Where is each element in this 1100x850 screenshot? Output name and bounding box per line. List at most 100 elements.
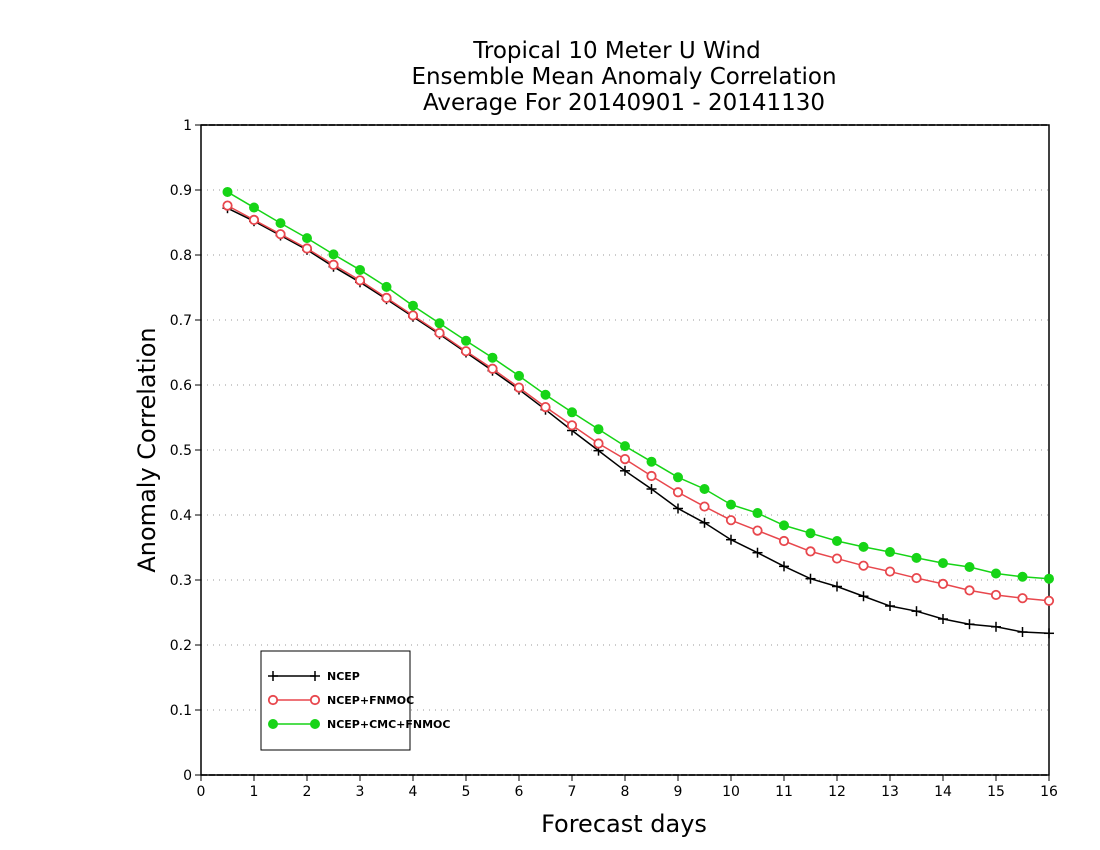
series-0-point-16 bbox=[646, 484, 657, 494]
y-tick-label-0: 0 bbox=[183, 768, 192, 784]
legend: NCEP NCEP+FNMOC NCEP+CMC+FNMOC bbox=[260, 650, 450, 751]
series-1-point-27 bbox=[937, 578, 949, 590]
series-1-point-18 bbox=[699, 501, 710, 512]
series-1-point-29 bbox=[990, 589, 1002, 601]
y-axis-label: Anomaly Correlation bbox=[133, 327, 161, 572]
series-1-point-7 bbox=[407, 310, 419, 321]
series-2-point-11 bbox=[514, 370, 524, 381]
legend-label-0: NCEP bbox=[327, 670, 360, 683]
series-0-point-19 bbox=[726, 534, 736, 545]
legend-items: NCEP NCEP+FNMOC NCEP+CMC+FNMOC bbox=[267, 670, 450, 731]
x-axis-label: Forecast days bbox=[541, 810, 707, 838]
series-0-point-30 bbox=[1017, 627, 1028, 637]
series-2 bbox=[222, 186, 1054, 584]
series-0 bbox=[222, 203, 1054, 639]
series-2-point-1 bbox=[249, 202, 259, 213]
series-1-point-5 bbox=[354, 275, 366, 286]
series-1-point-22 bbox=[805, 546, 816, 557]
x-tick-label-2: 2 bbox=[303, 784, 312, 800]
y-tick-label-5: 0.5 bbox=[170, 443, 192, 459]
series-0-point-29 bbox=[991, 621, 1001, 632]
series-0-point-24 bbox=[858, 591, 869, 602]
series-1-point-9 bbox=[460, 346, 472, 357]
x-tick-label-16: 16 bbox=[1040, 784, 1058, 800]
series-1-point-2 bbox=[275, 229, 286, 240]
series-0-point-20 bbox=[752, 547, 763, 558]
series-1-point-4 bbox=[328, 259, 339, 270]
series-1 bbox=[222, 200, 1055, 606]
series-2-point-20 bbox=[752, 508, 763, 519]
series-2-point-18 bbox=[699, 484, 710, 494]
series-0-point-26 bbox=[911, 606, 922, 617]
series-2-point-25 bbox=[885, 547, 895, 558]
x-tick-label-7: 7 bbox=[568, 784, 577, 800]
x-tick-label-12: 12 bbox=[828, 784, 846, 800]
series-2-point-21 bbox=[779, 520, 789, 531]
series-2-point-24 bbox=[858, 541, 869, 552]
series-2-point-9 bbox=[461, 335, 471, 346]
series-0-point-31 bbox=[1044, 628, 1054, 639]
y-tick-label-1: 0.1 bbox=[170, 703, 192, 719]
series-2-point-8 bbox=[434, 318, 445, 329]
series-0-point-21 bbox=[779, 561, 789, 572]
legend-item-1: NCEP+FNMOC bbox=[267, 694, 414, 707]
legend-marker-right-2 bbox=[310, 719, 320, 729]
series-0-point-18 bbox=[699, 517, 710, 528]
series-2-point-6 bbox=[381, 281, 392, 292]
series-1-point-3 bbox=[301, 243, 313, 254]
series-0-point-23 bbox=[832, 581, 842, 592]
series-2-point-19 bbox=[726, 499, 736, 510]
legend-marker-right-0 bbox=[310, 671, 320, 681]
x-tick-label-10: 10 bbox=[722, 784, 740, 800]
series-2-point-28 bbox=[964, 562, 975, 572]
series-2-point-13 bbox=[567, 407, 577, 418]
legend-label-2: NCEP+CMC+FNMOC bbox=[327, 718, 450, 731]
series-2-point-17 bbox=[673, 472, 683, 483]
series-2-point-26 bbox=[911, 552, 922, 563]
series-0-point-28 bbox=[964, 619, 975, 630]
series-1-point-8 bbox=[434, 327, 445, 339]
series-1-point-14 bbox=[593, 438, 604, 449]
series-line-2 bbox=[227, 191, 1050, 580]
series-0-point-27 bbox=[938, 614, 948, 624]
legend-item-2: NCEP+CMC+FNMOC bbox=[268, 718, 450, 731]
legend-marker-left-2 bbox=[268, 719, 278, 729]
series-1-point-11 bbox=[513, 382, 525, 393]
x-tick-label-9: 9 bbox=[674, 784, 683, 800]
series-1-point-28 bbox=[964, 585, 975, 596]
x-tick-label-0: 0 bbox=[197, 784, 206, 800]
series-0-point-15 bbox=[620, 465, 630, 476]
series-2-point-23 bbox=[832, 536, 842, 546]
series-1-point-10 bbox=[487, 363, 498, 374]
x-tick-label-8: 8 bbox=[621, 784, 630, 800]
series-line-0 bbox=[227, 207, 1050, 635]
series-2-point-12 bbox=[540, 389, 551, 400]
series-1-point-16 bbox=[646, 470, 657, 482]
series-1-point-20 bbox=[752, 525, 763, 536]
series-1-point-31 bbox=[1043, 595, 1055, 606]
series-1-point-30 bbox=[1017, 593, 1028, 604]
legend-item-0: NCEP bbox=[268, 670, 360, 683]
x-tick-label-15: 15 bbox=[987, 784, 1005, 800]
x-tick-label-1: 1 bbox=[250, 784, 259, 800]
x-tick-label-11: 11 bbox=[775, 784, 793, 800]
series-2-point-15 bbox=[620, 441, 630, 452]
series-1-point-17 bbox=[672, 487, 684, 498]
axis-ticks: 00.10.20.30.40.50.60.70.80.910 1 2 3 4 5 6 7 8 9 1… bbox=[170, 118, 1058, 800]
series-2-point-3 bbox=[302, 233, 312, 244]
y-tick-label-7: 0.7 bbox=[170, 313, 192, 329]
x-tick-label-5: 5 bbox=[462, 784, 471, 800]
x-tick-label-6: 6 bbox=[515, 784, 524, 800]
series-2-point-27 bbox=[938, 558, 948, 569]
series-1-point-1 bbox=[248, 214, 260, 225]
series-1-point-13 bbox=[566, 420, 578, 431]
series-1-point-21 bbox=[778, 535, 790, 547]
series-0-point-25 bbox=[885, 601, 895, 611]
chart-subtitle-1: Ensemble Mean Anomaly Correlation bbox=[411, 64, 836, 90]
x-tick-label-4: 4 bbox=[409, 784, 418, 800]
series-1-point-0 bbox=[222, 200, 233, 211]
series-1-point-23 bbox=[831, 553, 843, 564]
series-2-point-22 bbox=[805, 528, 816, 539]
y-tick-label-2: 0.2 bbox=[170, 638, 192, 654]
